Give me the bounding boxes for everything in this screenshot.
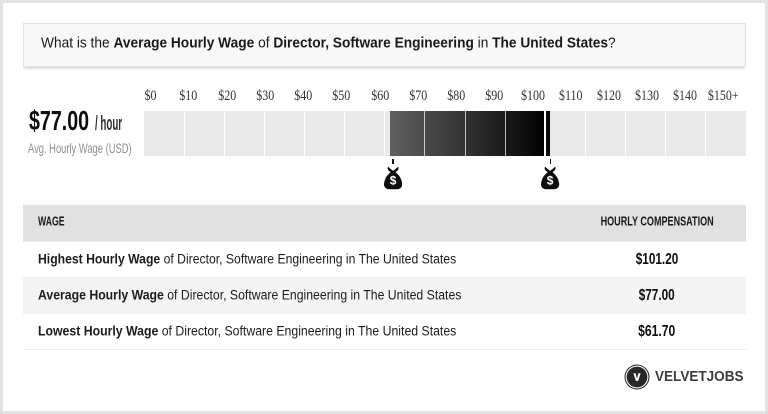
svg-text:$: $: [547, 174, 554, 188]
svg-text:$: $: [389, 174, 396, 188]
